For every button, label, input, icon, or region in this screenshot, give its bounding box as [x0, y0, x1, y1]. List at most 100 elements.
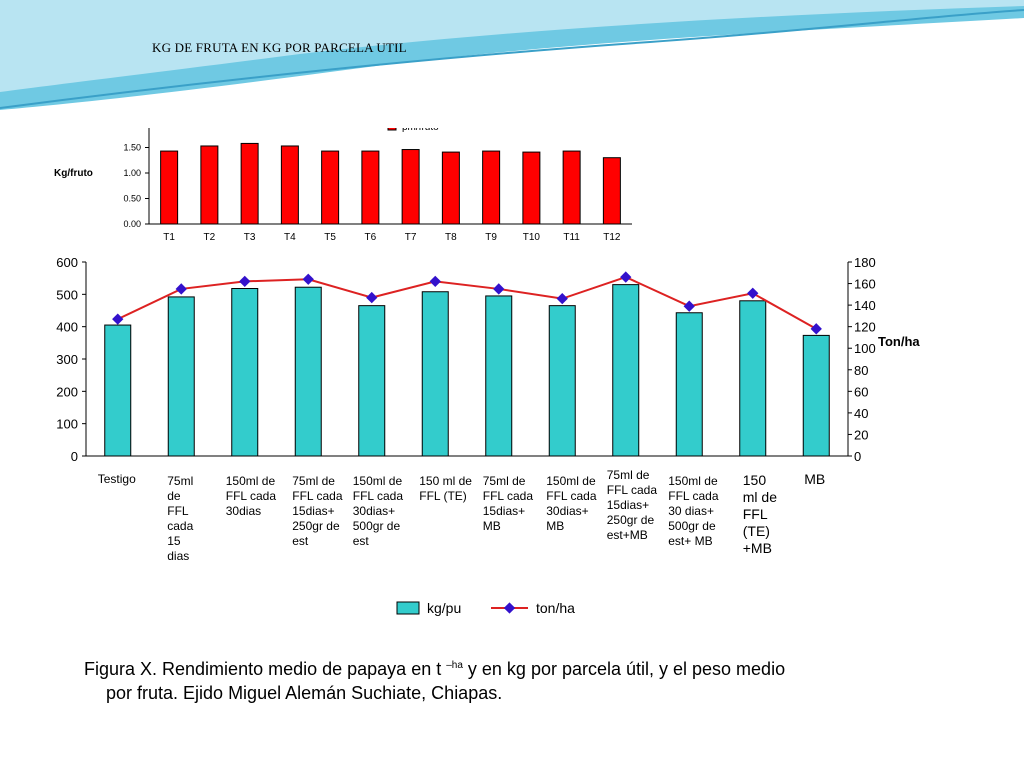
caption-superscript: –ha [446, 660, 463, 671]
bar-pm-fruto [160, 150, 179, 225]
bar-pm-fruto [562, 150, 581, 225]
category-label: 75ml de FFL cada 15dias+ 250gr de est+MB [606, 468, 657, 542]
right-axis-label: Ton/ha [878, 334, 920, 349]
marker-ton-ha [366, 291, 378, 304]
marker-ton-ha [112, 313, 124, 325]
bar-pm-fruto [361, 150, 380, 225]
x-tick-label: T3 [244, 232, 256, 243]
y-axis-label: Kg/fruto [54, 168, 93, 179]
right-tick-label: 180 [854, 255, 876, 270]
fruit-weight-chart: 0.000.501.001.502.00Kg/frutoT1T2T3T4T5T6… [54, 128, 632, 243]
category-label: Testigo [97, 472, 136, 486]
bar-kg-pu [421, 291, 449, 457]
right-tick-label: 80 [854, 363, 868, 378]
legend-label-kg-pu: kg/pu [427, 600, 461, 616]
left-tick-label: 500 [56, 287, 78, 302]
caption-line-2: por fruta. Ejido Miguel Alemán Suchiate,… [106, 683, 503, 703]
right-tick-label: 60 [854, 384, 868, 399]
bar-pm-fruto [280, 145, 299, 225]
x-tick-label: T9 [485, 232, 497, 243]
legend-marker-ton-ha [503, 602, 516, 614]
y-tick-label: 1.00 [123, 168, 141, 178]
marker-ton-ha [429, 275, 441, 288]
bar-pm-fruto [240, 142, 259, 225]
x-tick-label: T2 [204, 232, 216, 243]
category-label: 150ml de FFL cada 30dias+ MB [546, 474, 597, 533]
right-tick-label: 20 [854, 427, 868, 442]
x-tick-label: T8 [445, 232, 457, 243]
right-tick-label: 100 [854, 341, 876, 356]
figure-caption: Figura X. Rendimiento medio de papaya en… [84, 654, 984, 705]
marker-ton-ha [810, 323, 822, 335]
right-tick-label: 40 [854, 406, 868, 421]
caption-suffix: y en kg por parcela útil, y el peso medi… [462, 659, 786, 679]
background-swoosh [0, 0, 1024, 117]
bar-pm-fruto [200, 145, 219, 225]
x-tick-label: T7 [405, 232, 417, 243]
bar-pm-fruto [602, 157, 621, 225]
bar-pm-fruto [482, 150, 501, 225]
marker-ton-ha [175, 283, 187, 295]
marker-ton-ha [683, 300, 695, 312]
left-tick-label: 600 [56, 255, 78, 270]
category-label: 150 ml de FFL (TE) [419, 474, 472, 503]
bar-kg-pu [358, 305, 386, 457]
category-label: 150ml de FFL cada 30dias [225, 474, 276, 518]
y-tick-label: 0.00 [123, 219, 141, 229]
bar-kg-pu [548, 305, 576, 457]
y-tick-label: 0.50 [123, 194, 141, 204]
caption-prefix: Figura X. Rendimiento medio de papaya en… [84, 659, 447, 679]
right-tick-label: 140 [854, 298, 876, 313]
y-tick-label: 1.50 [123, 143, 141, 153]
category-label: MB [804, 471, 826, 487]
bar-kg-pu [675, 312, 703, 457]
bar-kg-pu [104, 324, 132, 457]
legend-swatch-kg-pu [396, 601, 420, 615]
left-tick-label: 0 [71, 449, 78, 464]
x-tick-label: T10 [523, 232, 541, 243]
swoosh-light [0, 0, 1024, 92]
marker-ton-ha [493, 283, 505, 295]
category-label: 75ml de FFL cada 15dias+ MB [482, 474, 533, 533]
slide-title: KG DE FRUTA EN KG POR PARCELA UTIL [152, 40, 407, 55]
left-tick-label: 300 [56, 352, 78, 367]
marker-ton-ha [620, 271, 632, 283]
x-tick-label: T4 [284, 232, 296, 243]
yield-chart: 0 100 200 300 400 500 600 0 20 40 60 80 100 120 140 160… [56, 255, 920, 616]
category-label: 75ml de FFL cada 15 dias [167, 474, 194, 563]
marker-ton-ha [302, 273, 314, 285]
right-tick-label: 120 [854, 320, 876, 335]
swoosh-line-2 [0, 23, 1024, 117]
bar-pm-fruto [441, 151, 460, 225]
left-tick-label: 100 [56, 417, 78, 432]
bar-kg-pu [167, 296, 195, 457]
x-tick-label: T11 [563, 232, 580, 243]
line-ton-ha [117, 276, 817, 330]
left-tick-label: 200 [56, 384, 78, 399]
marker-ton-ha [747, 287, 759, 299]
category-label: 150 ml de FFL (TE) +MB [742, 472, 777, 556]
bar-kg-pu [485, 295, 513, 457]
bar-pm-fruto [401, 149, 420, 225]
legend-swatch-pm-fruto [387, 128, 397, 131]
bar-kg-pu [231, 288, 259, 457]
bar-kg-pu [294, 286, 322, 457]
bar-kg-pu [802, 334, 830, 457]
legend-label-ton-ha: ton/ha [536, 600, 575, 616]
marker-ton-ha [239, 275, 251, 288]
x-tick-label: T12 [603, 232, 621, 243]
bar-kg-pu [739, 300, 767, 457]
x-tick-label: T6 [365, 232, 377, 243]
chart-panel: 0.000.501.001.502.00Kg/frutoT1T2T3T4T5T6… [36, 128, 928, 642]
x-tick-label: T5 [324, 232, 336, 243]
bar-pm-fruto [522, 151, 541, 225]
marker-ton-ha [556, 292, 568, 305]
category-label: 150ml de FFL cada 30 dias+ 500gr de est+… [668, 474, 719, 548]
swoosh-line-1 [0, 9, 1024, 109]
category-label: 75ml de FFL cada 15dias+ 250gr de est [292, 474, 343, 548]
right-tick-label: 160 [854, 277, 876, 292]
legend-label-pm-fruto: pm/fruto [402, 128, 439, 133]
x-tick-label: T1 [163, 232, 175, 243]
bar-pm-fruto [321, 150, 340, 225]
left-tick-label: 400 [56, 320, 78, 335]
